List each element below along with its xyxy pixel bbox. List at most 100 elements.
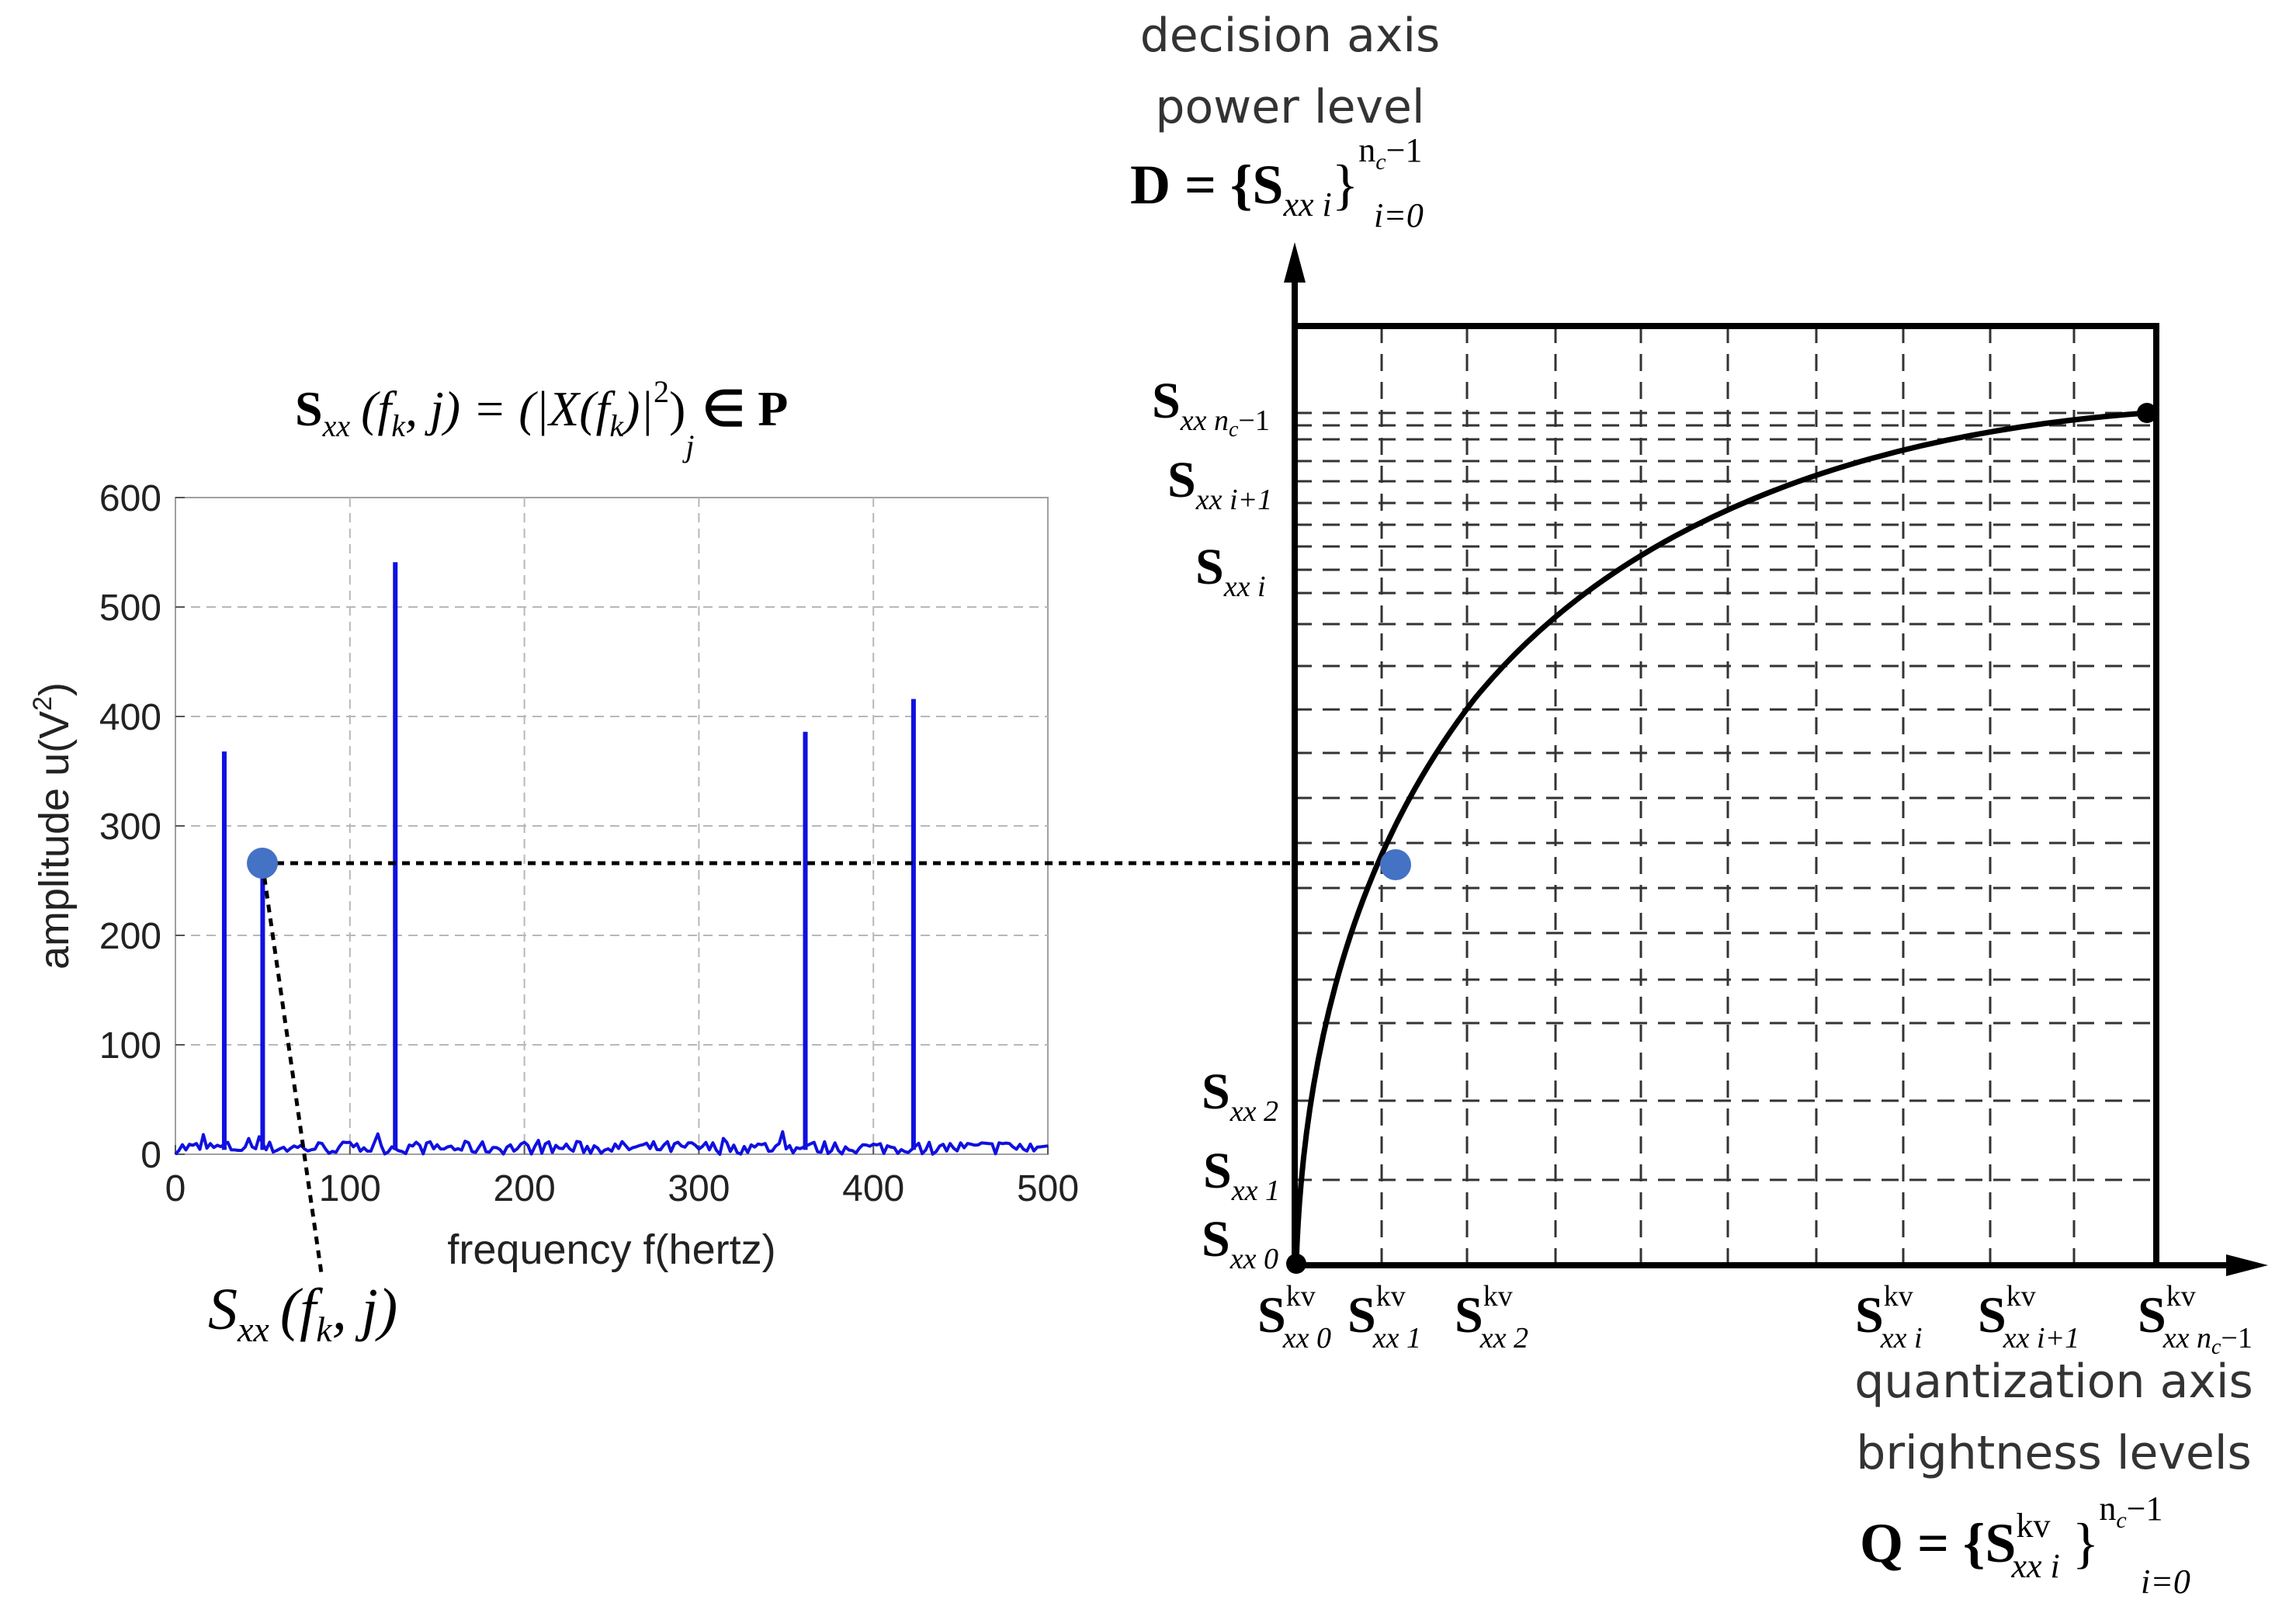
formula-rhs-close: ): [669, 381, 685, 436]
curve-start-marker: [1286, 1254, 1306, 1274]
y-label-sub-end: −1: [1238, 404, 1269, 437]
quantization-axis-caption: quantization axis: [1854, 1355, 2253, 1409]
x-axis-title: frequency f(hertz): [447, 1226, 775, 1273]
y-tick-label: 500: [99, 588, 161, 629]
point-label-sub: xx: [237, 1310, 269, 1349]
x-label-main: S: [1855, 1287, 1884, 1344]
q-formula-top-end: −1: [2127, 1490, 2163, 1528]
x-label-main: S: [2138, 1287, 2166, 1344]
y-label-2: Sxx 2: [1202, 1063, 1278, 1128]
y-label-sub: xx i: [1223, 571, 1266, 603]
x-label-main: S: [1347, 1287, 1376, 1344]
y-axis-title-superscript: 2: [28, 696, 57, 711]
y-tick-label: 400: [99, 697, 161, 738]
y-tick-label: 100: [99, 1025, 161, 1067]
d-formula-close: }: [1332, 154, 1359, 216]
x-label-sup: kv: [1884, 1280, 1913, 1313]
y-tick-label: 200: [99, 916, 161, 957]
q-formula-sub: xx i: [2010, 1547, 2059, 1585]
y-label-sub: xx 0: [1230, 1243, 1278, 1275]
chart-grid: [175, 498, 1048, 1154]
y-label-i-plus-1: Sxx i+1: [1167, 452, 1272, 516]
x-label-sub: xx 1: [1372, 1322, 1421, 1355]
x-label-1: Skv xx 1: [1347, 1280, 1421, 1355]
spectrum-series-line: [174, 1130, 1049, 1156]
x-label-sub: xx 2: [1479, 1322, 1528, 1355]
formula-rhs-end: )|: [620, 381, 654, 436]
y-label-0: Sxx 0: [1202, 1211, 1278, 1275]
y-tick-label: 600: [99, 478, 161, 519]
quantization-level-labels: Skv xx 0 Skv xx 1 Skv xx 2 Skv xx i Skv xx i+…: [1257, 1280, 2253, 1359]
quantization-axis-arrow-icon: [2226, 1254, 2268, 1276]
x-label-sup: kv: [1286, 1280, 1316, 1313]
q-formula-lhs: Q = {S: [1860, 1512, 2016, 1574]
x-tick-label: 500: [1017, 1168, 1079, 1209]
point-label-args: (f: [280, 1277, 323, 1342]
formula-rhs-sup: 2: [654, 374, 669, 409]
x-label-i: Skv xx i: [1855, 1280, 1923, 1355]
q-formula-close: }: [2072, 1512, 2100, 1574]
x-label-sup: kv: [1376, 1280, 1406, 1313]
x-label-sub-end: −1: [2221, 1322, 2252, 1355]
mapping-curve: [1293, 410, 2148, 1264]
x-label-0: Skv xx 0: [1257, 1280, 1331, 1355]
x-label-sup: kv: [2166, 1280, 2196, 1313]
decision-set-formula: D = {Sxx i}nc−1: [1130, 131, 1422, 224]
x-label-sup: kv: [2006, 1280, 2036, 1313]
point-label: Sxx (fk, j): [208, 1277, 397, 1349]
curve-highlight-marker: [1380, 849, 1411, 880]
y-label-main: S: [1195, 539, 1224, 595]
y-tick-label: 300: [99, 807, 161, 848]
spectrum-formula: Sxx (fk, j) = (|X(fk)|2)j∈ P: [295, 374, 788, 463]
d-formula-lhs: D = {S: [1130, 154, 1283, 216]
y-axis-title-main: amplitude u(V: [31, 711, 78, 970]
d-formula-sup-sub: c: [1375, 149, 1386, 175]
spectrum-peaks: [221, 562, 916, 1150]
point-label-args-sub: k: [316, 1310, 333, 1349]
quantization-set-formula: Q = {Skv xx i}nc−1: [1860, 1490, 2162, 1585]
d-formula-sub: xx i: [1282, 186, 1331, 224]
y-axis-ticks: 0 100 200 300 400 500 600: [99, 478, 185, 1176]
formula-args-sub: k: [391, 408, 406, 443]
y-label-sub2: c: [1229, 418, 1239, 442]
x-label-main: S: [1978, 1287, 2006, 1344]
decision-level-labels: Sxx nc−1 Sxx i+1 Sxx i Sxx 2 Sxx 1 Sxx 0: [1152, 373, 1280, 1275]
x-tick-label: 100: [319, 1168, 381, 1209]
x-label-main: S: [1455, 1287, 1483, 1344]
formula-s-sub: xx: [322, 408, 351, 443]
y-axis-title-end: ): [31, 682, 78, 696]
x-axis-ticks: 0 100 200 300 400 500: [165, 1145, 1079, 1209]
y-label-i: Sxx i: [1195, 539, 1266, 603]
y-label-sub: xx n: [1180, 404, 1229, 437]
x-label-sub2: c: [2211, 1335, 2221, 1359]
d-formula-sup: n: [1358, 131, 1375, 169]
formula-args-end: , j) = (|X(f: [405, 381, 616, 436]
quantization-frame: [1292, 323, 2159, 1268]
q-formula-top: n: [2099, 1490, 2116, 1528]
point-label-s: S: [208, 1277, 238, 1342]
x-label-2: Skv xx 2: [1455, 1280, 1528, 1355]
y-label-sub: xx 2: [1230, 1095, 1278, 1128]
point-label-args-end: , j): [332, 1277, 397, 1342]
brightness-levels-caption: brightness levels: [1856, 1426, 2252, 1480]
x-label-sub: xx i: [1880, 1322, 1923, 1355]
x-label-sub: xx i+1: [2003, 1322, 2079, 1355]
y-label-n-minus-1: Sxx nc−1: [1152, 373, 1270, 442]
x-tick-label: 0: [165, 1168, 186, 1209]
x-label-i-plus-1: Skv xx i+1: [1978, 1280, 2079, 1355]
x-tick-label: 300: [668, 1168, 730, 1209]
y-axis-title: amplitude u(V2): [28, 682, 78, 970]
y-label-sub: xx i+1: [1195, 484, 1272, 516]
x-tick-label: 400: [842, 1168, 904, 1209]
q-formula-top-sub: c: [2116, 1507, 2126, 1533]
y-label-main: S: [1202, 1063, 1230, 1120]
quantization-grid: [1295, 326, 2156, 1265]
q-formula-sup: kv: [2016, 1507, 2050, 1545]
x-label-sup: kv: [1483, 1280, 1513, 1313]
formula-membership: ∈ P: [702, 381, 788, 436]
q-formula-lower: i=0: [2141, 1563, 2190, 1601]
y-tick-label: 0: [140, 1135, 161, 1176]
x-tick-label: 200: [494, 1168, 556, 1209]
y-label-main: S: [1202, 1211, 1230, 1268]
y-label-main: S: [1203, 1143, 1232, 1199]
